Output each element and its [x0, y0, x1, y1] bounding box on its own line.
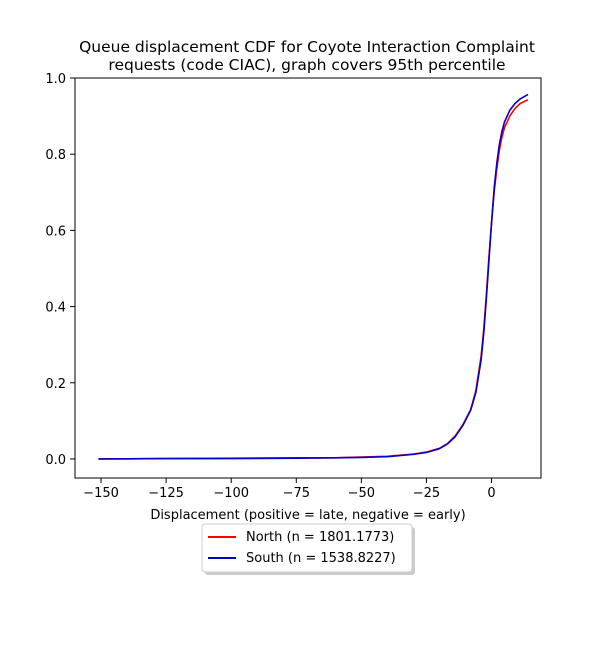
- x-tick-label: −50: [348, 486, 375, 501]
- series-line-north: [98, 98, 529, 460]
- x-tick-label: −75: [283, 486, 310, 501]
- axis-layer: −150 −125 −100 −75 −50 −25 0 0.0 0.2 0.4 0.6 0.8 1.0: [45, 72, 495, 501]
- y-tick-label: 0.4: [45, 301, 66, 316]
- x-tick-label: 0: [487, 486, 495, 501]
- chart-title-line-2: requests (code CIAC), graph covers 95th …: [108, 56, 505, 74]
- x-axis-label: Displacement (positive = late, negative …: [150, 508, 465, 523]
- series-line-south: [98, 93, 529, 460]
- chart-title-line-1: Queue displacement CDF for Coyote Intera…: [79, 38, 535, 56]
- y-tick-label: 0.0: [45, 453, 66, 468]
- y-tick-label: 0.8: [45, 148, 66, 163]
- x-tick-label: −25: [413, 486, 440, 501]
- y-tick-label: 0.2: [45, 377, 66, 392]
- series-layer: [98, 93, 529, 460]
- legend-label-north: North (n = 1801.1773): [246, 530, 394, 545]
- plot-frame: [74, 77, 542, 479]
- x-tick-label: −125: [148, 486, 184, 501]
- legend-box: [201, 523, 413, 573]
- y-tick-label: 1.0: [45, 72, 66, 87]
- legend: North (n = 1801.1773) South (n = 1538.82…: [201, 523, 415, 575]
- legend-label-south: South (n = 1538.8227): [246, 551, 396, 566]
- y-tick-label: 0.6: [45, 224, 66, 239]
- x-tick-label: −100: [213, 486, 249, 501]
- x-tick-label: −150: [83, 486, 119, 501]
